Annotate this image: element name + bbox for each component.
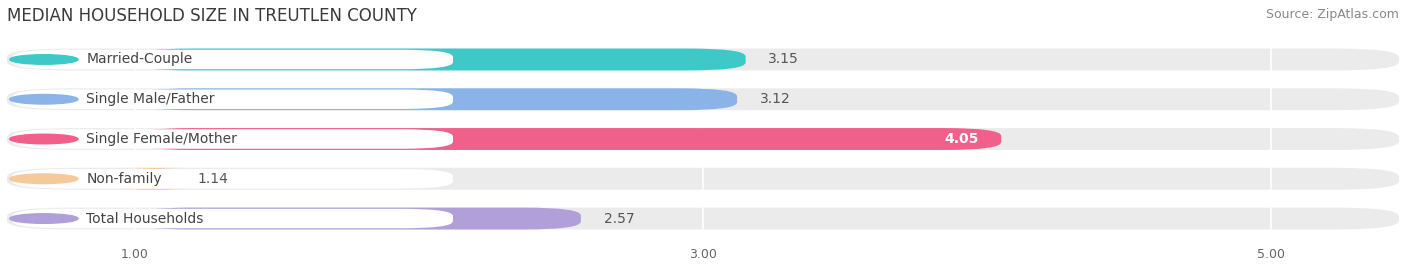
FancyBboxPatch shape: [135, 128, 1001, 150]
Circle shape: [10, 95, 77, 104]
Text: Source: ZipAtlas.com: Source: ZipAtlas.com: [1265, 8, 1399, 21]
FancyBboxPatch shape: [118, 168, 191, 190]
Text: MEDIAN HOUSEHOLD SIZE IN TREUTLEN COUNTY: MEDIAN HOUSEHOLD SIZE IN TREUTLEN COUNTY: [7, 7, 416, 25]
Text: 3.12: 3.12: [759, 92, 790, 106]
Circle shape: [10, 55, 77, 64]
FancyBboxPatch shape: [135, 88, 737, 110]
FancyBboxPatch shape: [7, 168, 1399, 190]
FancyBboxPatch shape: [13, 169, 453, 188]
Text: 4.05: 4.05: [945, 132, 979, 146]
Text: 2.57: 2.57: [603, 211, 634, 226]
Circle shape: [10, 174, 77, 184]
Text: Single Female/Mother: Single Female/Mother: [87, 132, 238, 146]
FancyBboxPatch shape: [135, 49, 745, 70]
FancyBboxPatch shape: [7, 49, 1399, 70]
Text: Total Households: Total Households: [87, 211, 204, 226]
FancyBboxPatch shape: [13, 129, 453, 149]
Text: Non-family: Non-family: [87, 172, 162, 186]
FancyBboxPatch shape: [13, 90, 453, 109]
Text: 3.15: 3.15: [768, 53, 799, 66]
Text: Single Male/Father: Single Male/Father: [87, 92, 215, 106]
FancyBboxPatch shape: [135, 208, 581, 229]
FancyBboxPatch shape: [7, 128, 1399, 150]
Text: Married-Couple: Married-Couple: [87, 53, 193, 66]
FancyBboxPatch shape: [13, 209, 453, 228]
FancyBboxPatch shape: [13, 50, 453, 69]
Text: 1.14: 1.14: [197, 172, 228, 186]
Circle shape: [10, 134, 77, 144]
FancyBboxPatch shape: [7, 208, 1399, 229]
FancyBboxPatch shape: [7, 88, 1399, 110]
Circle shape: [10, 214, 77, 223]
